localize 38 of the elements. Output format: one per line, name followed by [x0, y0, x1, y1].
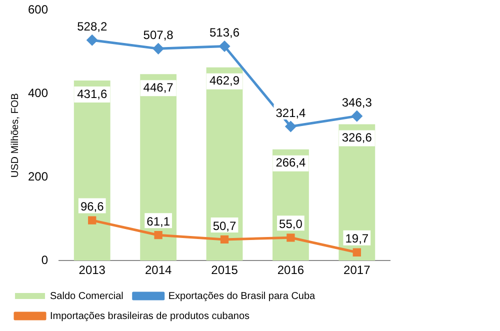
data-label: 462,9 [209, 74, 240, 88]
data-label: 513,6 [209, 26, 240, 40]
data-label: 431,6 [77, 86, 108, 101]
x-tick-label: 2017 [344, 263, 371, 278]
point [220, 235, 229, 244]
point [219, 41, 230, 52]
legend-label: Saldo Comercial [50, 290, 124, 302]
y-tick-label: 400 [28, 86, 48, 100]
point [286, 234, 295, 242]
data-label: 507,8 [143, 28, 174, 42]
data-label: 50,7 [212, 218, 237, 233]
data-label: 96,6 [80, 200, 104, 214]
y-tick-label: 200 [28, 169, 48, 184]
point [154, 231, 162, 240]
x-tick-label: 2015 [211, 263, 238, 278]
point [88, 216, 96, 224]
point [352, 248, 361, 256]
y-tick-label: 0 [41, 252, 48, 267]
data-label: 321,4 [276, 106, 306, 120]
point [285, 121, 296, 132]
x-tick-label: 2016 [277, 263, 304, 278]
point [352, 110, 362, 122]
data-label: 55,0 [279, 216, 303, 231]
x-tick-label: 2014 [144, 263, 172, 278]
y-tick-label: 600 [28, 2, 48, 17]
data-label: 326,6 [342, 130, 372, 145]
point [86, 34, 98, 46]
data-label: 266,4 [276, 156, 306, 170]
data-label: 19,7 [345, 232, 369, 246]
data-label: 346,3 [342, 95, 372, 110]
x-tick-label: 2013 [78, 263, 106, 278]
data-label: 61,1 [146, 214, 170, 228]
legend-label: Importações brasileiras de produtos cubanos [50, 310, 250, 322]
data-label: 528,2 [77, 19, 108, 34]
legend-label: Exportações do Brasil para Cuba [168, 290, 316, 302]
data-label: 446,7 [143, 80, 174, 94]
y-axis-title: USD Milhões, FOB [10, 92, 21, 178]
point [153, 43, 164, 54]
